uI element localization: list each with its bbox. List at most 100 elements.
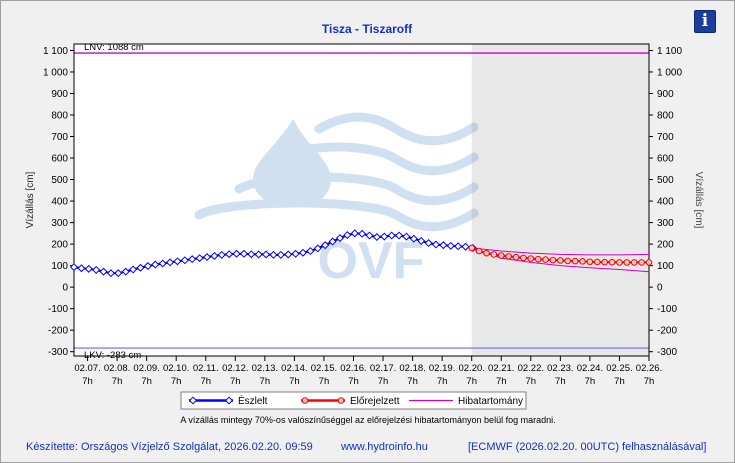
y-tick-label-right: -300	[657, 347, 677, 358]
x-tick-label-date: 02.17.	[370, 363, 396, 374]
y-tick-label-left: 100	[51, 261, 68, 272]
y-tick-label-right: 300	[657, 218, 674, 229]
observed-point	[424, 239, 433, 248]
forecast-point	[571, 257, 579, 265]
x-tick-label-date: 02.24.	[577, 363, 603, 374]
y-tick-label-left: 400	[51, 197, 68, 208]
x-tick-label-date: 02.07.	[74, 363, 100, 374]
observed-point	[380, 232, 389, 241]
x-tick-label-date: 02.15.	[311, 363, 337, 374]
y-tick-label-left: 1 100	[43, 46, 68, 57]
y-tick-label-right: 1 100	[657, 46, 682, 57]
forecast-point	[475, 247, 483, 255]
x-tick-label-date: 02.19.	[429, 363, 455, 374]
chart-note: A vízállás mintegy 70%-os valószínűségge…	[180, 415, 555, 425]
observed-point	[195, 254, 204, 263]
x-tick-label-time: 7h	[585, 376, 596, 387]
observed-point	[350, 229, 359, 238]
x-tick-label-time: 7h	[496, 376, 507, 387]
observed-point	[239, 249, 248, 258]
legend-marker-diamond	[188, 396, 198, 405]
observed-point	[254, 250, 263, 259]
observed-point	[92, 265, 101, 274]
x-tick-label-date: 02.21.	[488, 363, 514, 374]
observed-point	[395, 231, 404, 240]
y-tick-label-left: 0	[62, 283, 68, 294]
info-button[interactable]: i	[694, 10, 716, 33]
observed-point	[262, 250, 271, 259]
x-tick-label-date: 02.10.	[163, 363, 189, 374]
x-tick-label-date: 02.14.	[281, 363, 307, 374]
forecast-point	[549, 256, 557, 264]
observed-point	[84, 264, 93, 273]
y-tick-label-left: 500	[51, 175, 68, 186]
y-tick-label-left: 1 000	[43, 67, 68, 78]
x-tick-label-date: 02.16.	[340, 363, 366, 374]
legend-label-3: Hibatartomány	[458, 396, 523, 407]
x-tick-label-date: 02.12.	[222, 363, 248, 374]
observed-point	[114, 269, 123, 278]
x-tick-label-date: 02.26.	[636, 363, 662, 374]
observed-point	[454, 242, 463, 251]
x-tick-label-date: 02.25.	[606, 363, 632, 374]
observed-point	[158, 259, 167, 268]
observed-point	[372, 233, 381, 242]
observed-point	[306, 246, 315, 256]
x-tick-label-date: 02.13.	[252, 363, 278, 374]
y-tick-label-right: -100	[657, 304, 677, 315]
observed-point	[129, 265, 138, 274]
x-tick-label-date: 02.11.	[193, 363, 219, 374]
legend-marker-circle	[301, 397, 309, 404]
forecast-point	[601, 258, 608, 266]
y-tick-label-right: 600	[657, 154, 674, 165]
x-tick-label-date: 02.22.	[518, 363, 544, 374]
y-tick-label-right: 700	[657, 132, 674, 143]
observed-point	[106, 269, 115, 278]
y-tick-label-left: -200	[48, 326, 68, 337]
observed-point	[143, 262, 152, 271]
legend: Észlelt Előrejelzett Hibatartomány	[180, 391, 527, 410]
y-tick-label-right: -200	[657, 326, 677, 337]
observed-point	[446, 241, 455, 250]
error-band-upper-line	[471, 247, 650, 256]
y-tick-label-left: 300	[51, 218, 68, 229]
forecast-point	[490, 251, 498, 258]
legend-box	[180, 391, 527, 410]
y-tick-label-left: 200	[51, 240, 68, 251]
wave-icon	[234, 172, 479, 206]
forecast-point	[557, 257, 564, 264]
water-drop-icon	[253, 119, 331, 207]
x-tick-label-time: 7h	[171, 376, 182, 387]
legend-label-1: Észlelt	[238, 394, 268, 407]
observed-point	[269, 250, 278, 259]
plot-frame	[73, 43, 650, 357]
legend-marker-circle	[337, 397, 345, 404]
forecast-point	[593, 258, 601, 266]
x-tick-label-time: 7h	[200, 376, 211, 387]
wave-icon	[194, 198, 479, 232]
x-tick-label-time: 7h	[82, 376, 93, 387]
observed-point	[99, 267, 108, 276]
observed-point	[210, 251, 219, 260]
footer-source: [ECMWF (2026.02.20. 00UTC) felhasználásá…	[468, 441, 707, 453]
y-tick-label-left: -100	[48, 304, 68, 315]
forecast-point	[586, 258, 594, 266]
reference-label-lnv: LNV: 1088 cm	[84, 42, 144, 53]
footer-author: Készítette: Országos Vízjelző Szolgálat,…	[26, 441, 313, 453]
observed-point	[313, 244, 322, 253]
x-tick-label-date: 02.20.	[458, 363, 484, 374]
y-axis-label-left: Vízállás [cm]	[25, 171, 36, 228]
wave-icon	[314, 112, 479, 146]
x-tick-label-time: 7h	[141, 376, 152, 387]
x-tick-label-date: 02.08.	[104, 363, 130, 374]
observed-point	[173, 257, 182, 266]
observed-point	[343, 231, 352, 240]
y-tick-label-left: 900	[51, 89, 68, 100]
forecast-point	[616, 259, 623, 266]
footer-website-link[interactable]: www.hydroinfo.hu	[341, 441, 428, 453]
observed-point	[202, 253, 211, 262]
x-tick-label-time: 7h	[112, 376, 123, 387]
y-tick-label-right: 500	[657, 175, 674, 186]
x-tick-label-time: 7h	[348, 376, 359, 387]
observed-point	[188, 255, 197, 264]
